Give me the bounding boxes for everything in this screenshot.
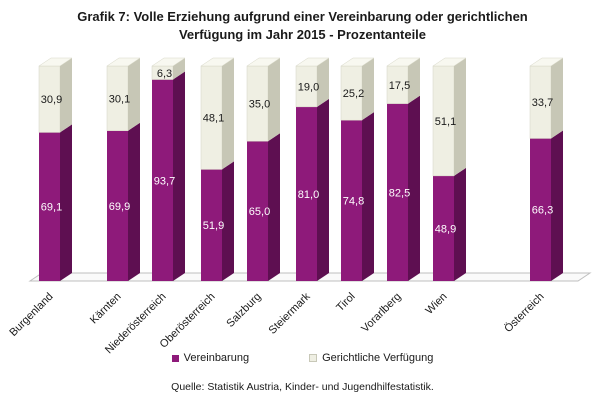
bar-side-vereinbarung-oesterreich [551,130,563,281]
bar-side-verfuegung-oberoesterreich [222,58,234,170]
data-label-vereinbarung-wien: 48,9 [435,223,456,235]
category-label-steiermark: Steiermark [267,290,313,336]
data-label-verfuegung-niederoesterreich: 6,3 [157,68,172,80]
bar-top-kaernten [106,57,141,67]
category-label-tirol: Tirol [334,291,357,314]
category-label-burgenland: Burgenland [7,291,55,339]
bar-top-wien [432,57,467,67]
data-label-verfuegung-wien: 51,1 [435,116,456,128]
bar-vereinbarung-tirol [341,120,362,282]
bar-vereinbarung-vorarlberg [387,103,408,281]
bar-side-vereinbarung-kaernten [128,122,140,281]
bar-side-vereinbarung-steiermark [317,98,329,281]
category-label-vorarlberg: Vorarlberg [359,291,403,335]
bar-top-burgenland [38,57,73,67]
bar-vereinbarung-salzburg [247,141,268,281]
bar-vereinbarung-kaernten [107,130,128,281]
data-label-verfuegung-oberoesterreich: 48,1 [203,113,224,125]
bar-vereinbarung-steiermark [296,106,317,281]
data-label-verfuegung-oesterreich: 33,7 [532,97,553,109]
data-label-vereinbarung-salzburg: 65,0 [249,206,270,218]
data-label-vereinbarung-steiermark: 81,0 [298,189,319,201]
bar-top-steiermark [295,57,330,67]
bar-side-vereinbarung-salzburg [268,133,280,281]
bar-top-tirol [340,57,375,67]
bar-side-verfuegung-oesterreich [551,58,563,139]
data-label-vereinbarung-niederoesterreich: 93,7 [154,175,175,187]
data-label-verfuegung-salzburg: 35,0 [249,99,270,111]
bar-side-verfuegung-salzburg [268,58,280,142]
bar-side-verfuegung-wien [454,58,466,176]
data-label-vereinbarung-oesterreich: 66,3 [532,205,553,217]
bar-top-oesterreich [529,57,564,67]
bar-side-vereinbarung-vorarlberg [408,95,420,281]
bar-side-verfuegung-niederoesterreich [173,58,185,80]
bar-side-vereinbarung-oberoesterreich [222,161,234,281]
bar-vereinbarung-oesterreich [530,138,551,281]
bar-vereinbarung-burgenland [39,132,60,281]
category-label-wien: Wien [423,291,449,317]
bar-vereinbarung-wien [433,175,454,281]
source-note: Quelle: Statistik Austria, Kinder- und J… [171,381,434,393]
bar-top-salzburg [246,57,281,67]
category-label-kaernten: Kärnten [88,291,124,327]
legend: Vereinbarung Gerichtliche Verfügung [0,352,605,364]
bar-vereinbarung-niederoesterreich [152,79,173,281]
bar-top-oberoesterreich [200,57,235,67]
category-label-oesterreich: Österreich [502,291,546,335]
bar-side-vereinbarung-wien [454,167,466,281]
legend-label-vereinbarung: Vereinbarung [183,352,250,364]
legend-label-gerichtliche-verfuegung: Gerichtliche Verfügung [322,352,434,364]
bar-side-verfuegung-kaernten [128,58,140,131]
bar-side-vereinbarung-niederoesterreich [173,71,185,281]
bar-side-verfuegung-tirol [362,58,374,121]
chart-title-line-1: Grafik 7: Volle Erziehung aufgrund einer… [77,9,528,24]
bar-side-vereinbarung-burgenland [60,124,72,281]
data-label-verfuegung-steiermark: 19,0 [298,81,319,93]
data-label-verfuegung-burgenland: 30,9 [41,94,62,106]
category-label-salzburg: Salzburg [224,291,263,330]
bar-top-niederoesterreich [151,57,186,67]
data-label-vereinbarung-vorarlberg: 82,5 [389,187,410,199]
data-label-verfuegung-vorarlberg: 17,5 [389,80,410,92]
data-label-vereinbarung-kaernten: 69,9 [109,201,130,213]
bar-vereinbarung-oberoesterreich [201,169,222,281]
bar-side-verfuegung-steiermark [317,58,329,107]
bar-top-vorarlberg [386,57,421,67]
legend-swatch-vereinbarung [171,354,179,362]
bar-side-vereinbarung-tirol [362,112,374,282]
bar-side-verfuegung-burgenland [60,58,72,133]
data-label-vereinbarung-oberoesterreich: 51,9 [203,220,224,232]
chart-title: Grafik 7: Volle Erziehung aufgrund einer… [0,8,605,44]
legend-item-gerichtliche-verfuegung: Gerichtliche Verfügung [309,352,433,364]
data-label-vereinbarung-burgenland: 69,1 [41,202,62,214]
bar-side-verfuegung-vorarlberg [408,58,420,104]
data-label-verfuegung-kaernten: 30,1 [109,93,130,105]
data-label-verfuegung-tirol: 25,2 [343,88,364,100]
chart-title-line-2: Verfügung im Jahr 2015 - Prozentanteile [178,27,427,42]
legend-swatch-gerichtliche-verfuegung [309,354,318,362]
legend-item-vereinbarung: Vereinbarung [171,352,250,364]
data-label-vereinbarung-tirol: 74,8 [343,196,364,208]
